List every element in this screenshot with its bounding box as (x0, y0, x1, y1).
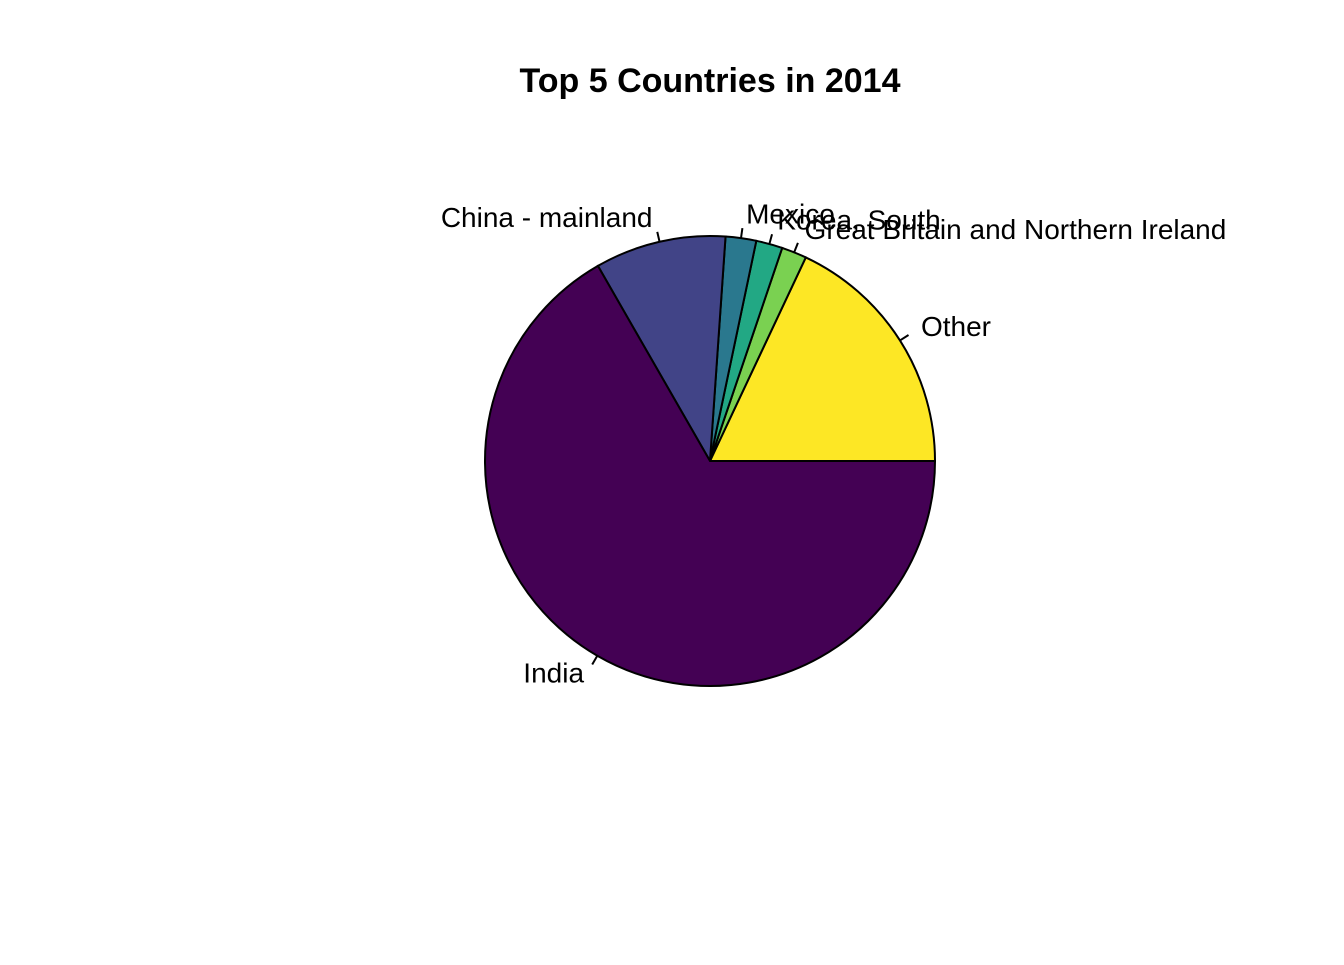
chart-title: Top 5 Countries in 2014 (519, 62, 900, 100)
pie-label-india: India (523, 658, 584, 689)
pie-slice-china-mainland (596, 235, 727, 465)
leader-line-korea-south (768, 233, 774, 245)
pie-slices (484, 235, 937, 687)
pie-leader-lines (591, 227, 910, 666)
pie-label-korea-south: Korea, South (777, 205, 940, 236)
pie-slice-other (708, 256, 937, 462)
leader-line-china-mainland (656, 231, 661, 242)
pie-labels: Other Great Britain and Northern IrelandK… (441, 198, 1227, 688)
pie-label-china-mainland: China - mainland (441, 202, 653, 233)
leader-line-mexico (740, 227, 744, 239)
leader-line-great-britain-and-northern-ireland (793, 242, 799, 253)
pie-label-mexico: Mexico (746, 198, 835, 229)
pie-label-other: Other (921, 311, 991, 342)
leader-line-india (591, 655, 599, 666)
leader-line-other (899, 334, 910, 342)
pie-label-great-britain-and-northern-ireland: Great Britain and Northern Ireland (805, 214, 1227, 245)
